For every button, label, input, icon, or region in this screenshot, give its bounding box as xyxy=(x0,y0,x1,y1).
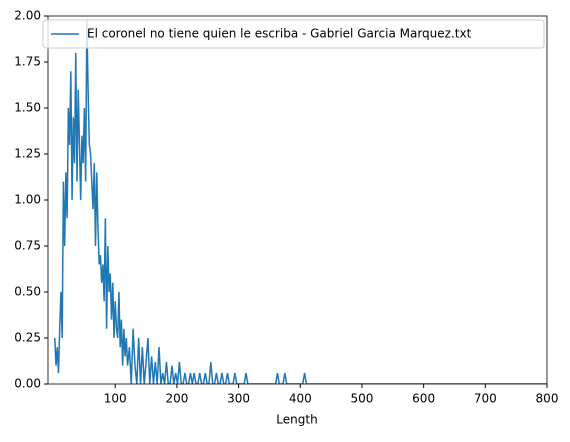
y-tick-label: 1.75 xyxy=(14,55,41,69)
y-tick-label: 0.00 xyxy=(14,377,41,391)
x-axis-label: Length xyxy=(276,413,317,427)
x-tick-label: 100 xyxy=(104,392,127,406)
x-tick-label: 700 xyxy=(474,392,497,406)
y-tick-label: 1.00 xyxy=(14,193,41,207)
x-tick-label: 400 xyxy=(289,392,312,406)
y-tick-label: 0.25 xyxy=(14,331,41,345)
x-tick-label: 600 xyxy=(412,392,435,406)
legend-label: El coronel no tiene quien le escriba - G… xyxy=(87,27,472,41)
y-tick-label: 0.75 xyxy=(14,239,41,253)
x-tick-label: 300 xyxy=(227,392,250,406)
legend-box xyxy=(42,19,545,49)
y-tick-label: 2.00 xyxy=(14,9,41,23)
line xyxy=(54,19,547,384)
y-tick-label: 0.50 xyxy=(14,285,41,299)
x-tick-label: 200 xyxy=(165,392,188,406)
y-tick-label: 1.25 xyxy=(14,147,41,161)
x-tick-label: 500 xyxy=(351,392,374,406)
plot-frame xyxy=(47,15,548,385)
y-tick-label: 1.50 xyxy=(14,101,41,115)
x-tick-label: 800 xyxy=(536,392,559,406)
